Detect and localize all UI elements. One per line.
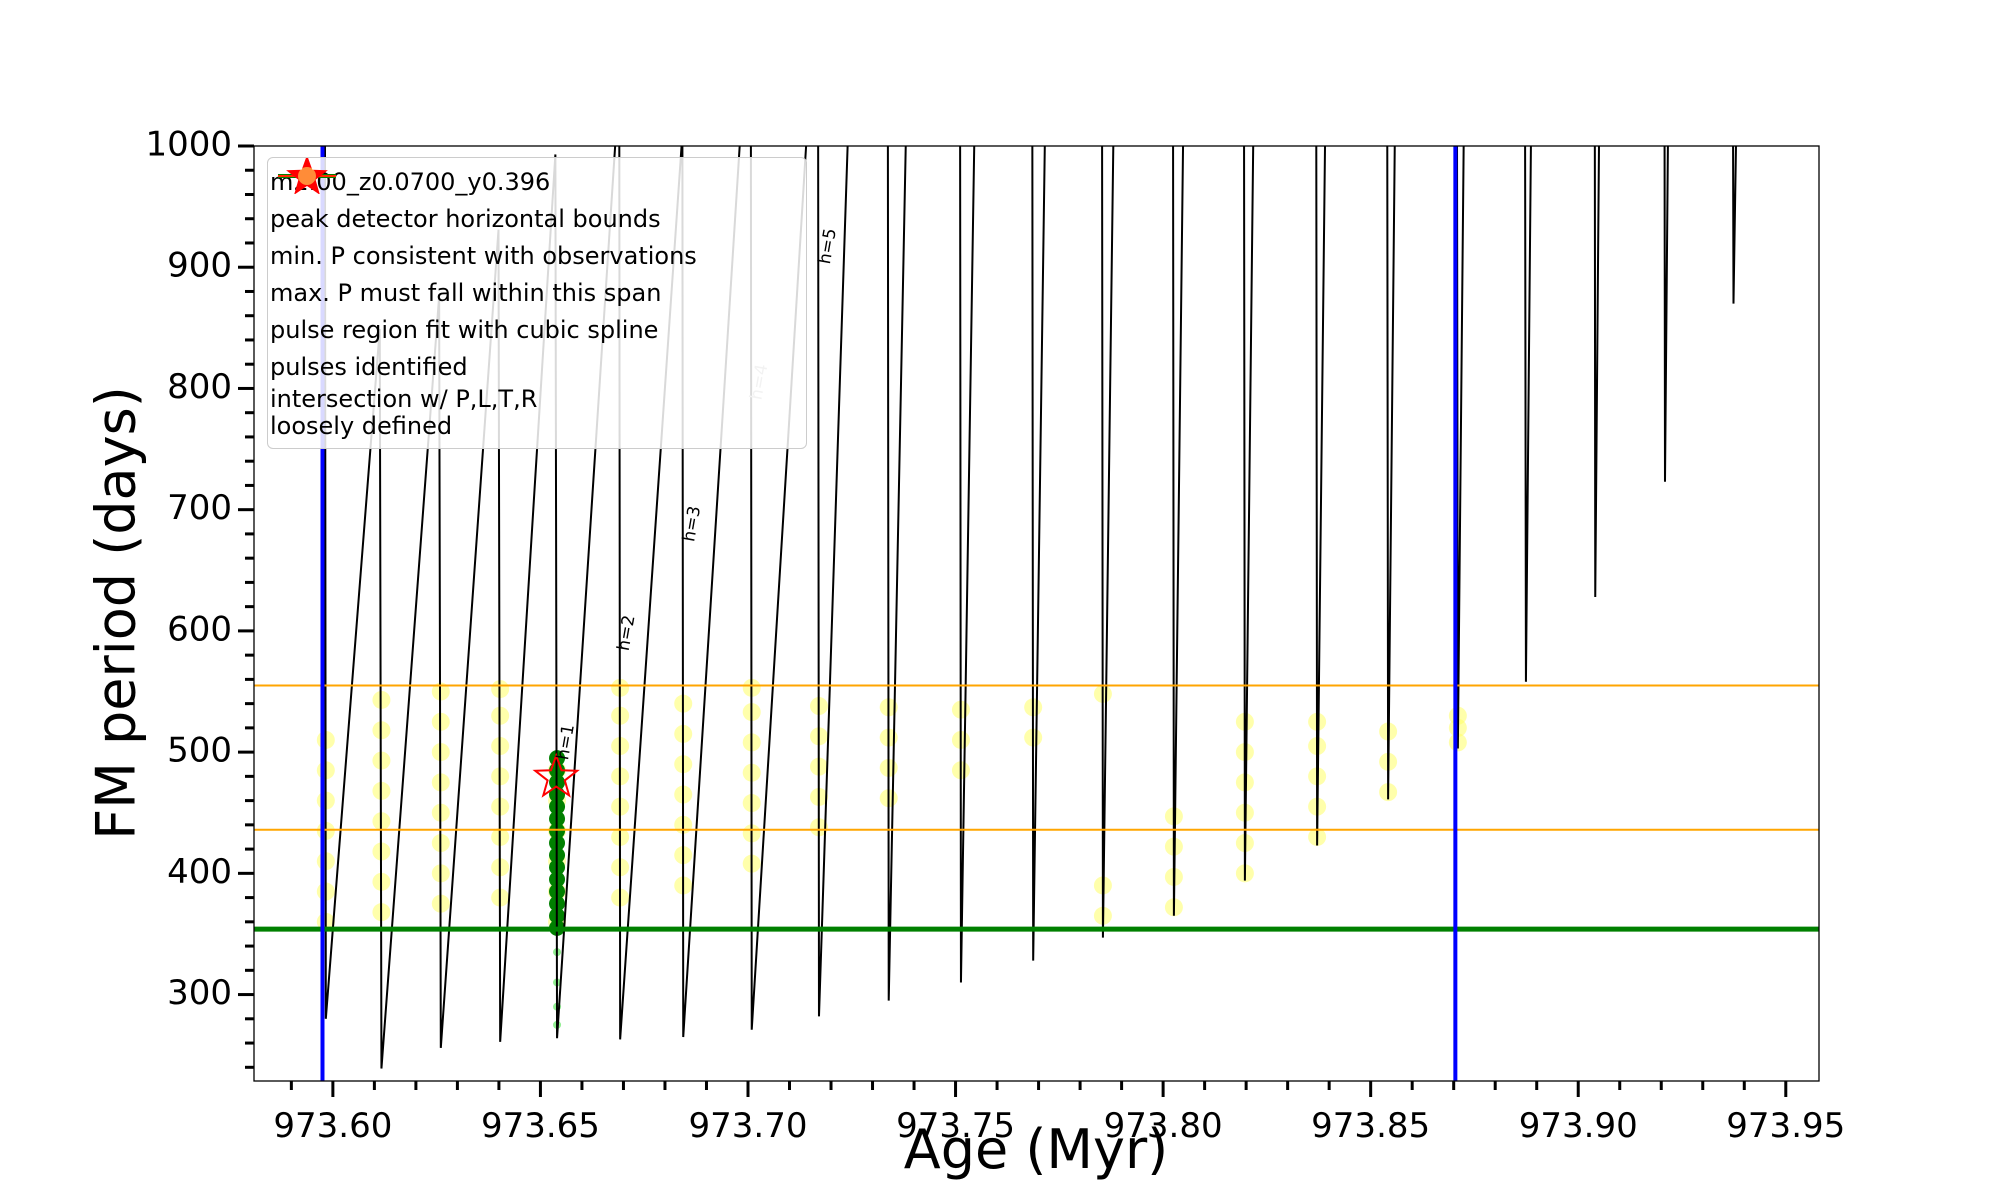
legend-label: max. P must fall within this span — [270, 279, 662, 307]
x-tick-label: 973.80 — [1104, 1106, 1223, 1146]
legend-swatch — [298, 167, 316, 185]
legend-item: pulse region fit with cubic spline — [268, 172, 806, 349]
x-tick-label: 973.60 — [273, 1106, 392, 1146]
x-axis-label: Age (Myr) — [904, 1118, 1169, 1181]
pulse-star — [532, 752, 580, 798]
legend-label: intersection w/ P,L,T,R loosely defined — [270, 385, 538, 440]
x-tick-label: 973.90 — [1519, 1106, 1638, 1146]
legend-item: m2.00_z0.0700_y0.396 — [268, 164, 806, 201]
x-tick-label: 973.70 — [689, 1106, 808, 1146]
y-tick-label: 800 — [167, 367, 232, 407]
y-tick-label: 400 — [167, 852, 232, 892]
plot-frame — [253, 145, 1820, 1082]
legend-label: pulses identified — [270, 353, 468, 381]
y-tick-label: 300 — [167, 973, 232, 1013]
legend-item: peak detector horizontal bounds — [268, 174, 806, 238]
y-tick-label: 700 — [167, 488, 232, 528]
y-tick-label: 600 — [167, 609, 232, 649]
y-tick-label: 500 — [167, 731, 232, 771]
y-axis-label: FM period (days) — [85, 386, 148, 840]
x-tick-label: 973.95 — [1726, 1106, 1845, 1146]
axes: 973.60 973.65 973.70 973.75 973.80 973.85 973.… — [145, 125, 1845, 1147]
data-line — [323, 146, 1737, 1069]
legend-item: min. P consistent with observations — [268, 174, 806, 275]
legend-item: intersection w/ P,L,T,R loosely defined — [268, 167, 806, 440]
legend-item: max. P must fall within this span — [268, 175, 806, 312]
plot-content: h=1h=2h=3h=4h=5 — [254, 146, 1819, 1081]
legend-label: peak detector horizontal bounds — [270, 205, 661, 233]
x-tick-label: 973.85 — [1311, 1106, 1430, 1146]
x-tick-label: 973.65 — [481, 1106, 600, 1146]
legend-label: pulse region fit with cubic spline — [270, 316, 659, 344]
legend-label: min. P consistent with observations — [270, 242, 697, 270]
legend-item: pulses identified — [268, 158, 806, 386]
legend-dot — [298, 167, 316, 185]
y-tick-label: 1000 — [145, 125, 232, 165]
y-tick-label: 900 — [167, 246, 232, 286]
x-tick-label: 973.75 — [896, 1106, 1015, 1146]
